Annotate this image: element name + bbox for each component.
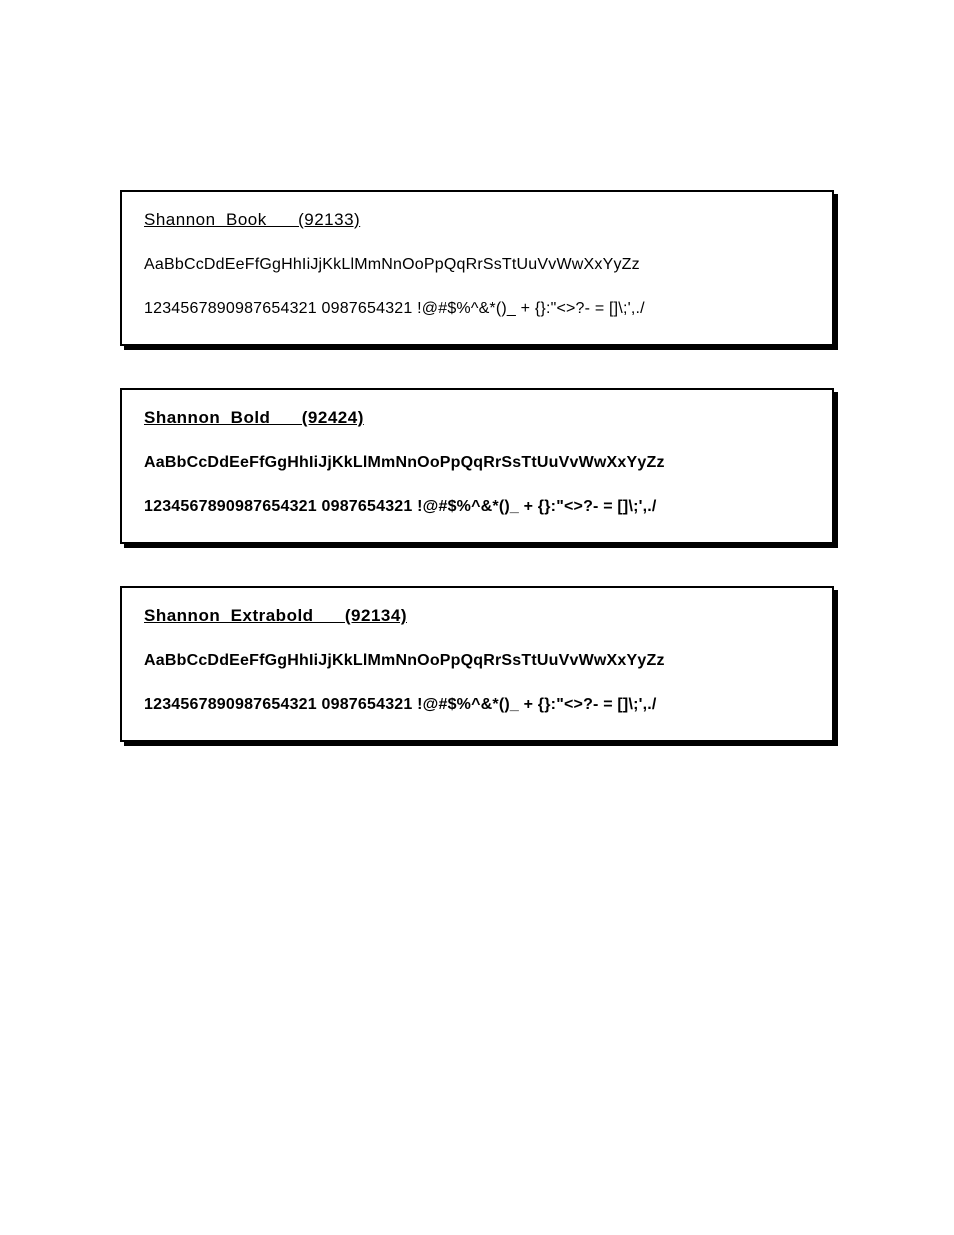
specimen-chars: 1234567890987654321 0987654321 !@#$%^&*(… xyxy=(144,498,810,516)
specimen-alphabet: AaBbCcDdEeFfGgHhIiJjKkLlMmNnOoPpQqRrSsTt… xyxy=(144,256,810,274)
font-specimen-box: Shannon Book (92133) AaBbCcDdEeFfGgHhIiJ… xyxy=(120,190,834,346)
specimen-title: Shannon Book (92133) xyxy=(144,210,810,230)
specimen-title: Shannon Bold (92424) xyxy=(144,408,810,428)
specimen-title: Shannon Extrabold (92134) xyxy=(144,606,810,626)
font-specimen-box: Shannon Bold (92424) AaBbCcDdEeFfGgHhIiJ… xyxy=(120,388,834,544)
specimen-chars: 1234567890987654321 0987654321 !@#$%^&*(… xyxy=(144,696,810,714)
specimen-alphabet: AaBbCcDdEeFfGgHhIiJjKkLlMmNnOoPpQqRrSsTt… xyxy=(144,652,810,670)
specimen-alphabet: AaBbCcDdEeFfGgHhIiJjKkLlMmNnOoPpQqRrSsTt… xyxy=(144,454,810,472)
font-specimen-box: Shannon Extrabold (92134) AaBbCcDdEeFfGg… xyxy=(120,586,834,742)
specimen-chars: 1234567890987654321 0987654321 !@#$%^&*(… xyxy=(144,300,810,318)
